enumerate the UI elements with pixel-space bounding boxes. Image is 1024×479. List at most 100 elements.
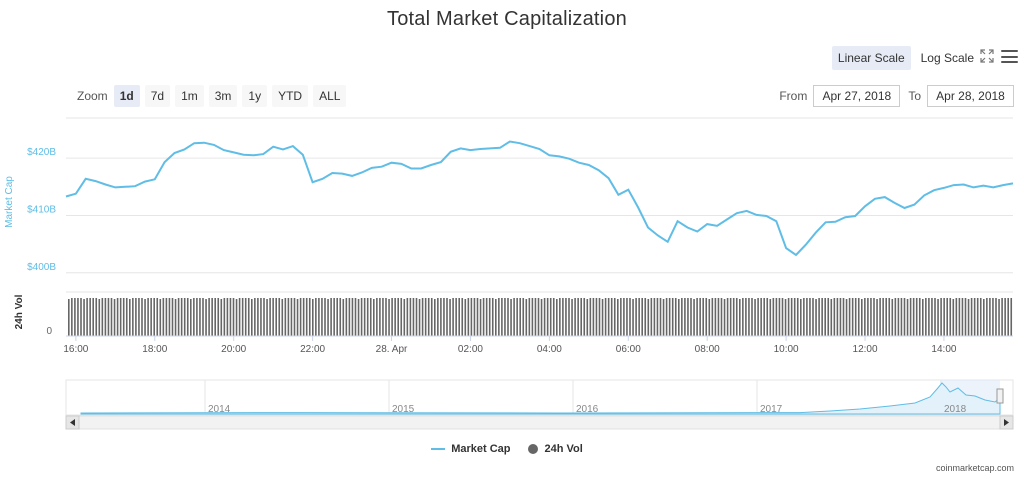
volume-bar	[818, 298, 820, 336]
legend-item-market-cap[interactable]: Market Cap	[431, 443, 510, 455]
navigator-scrollbar[interactable]	[65, 415, 1014, 430]
volume-bar	[613, 298, 616, 336]
x-tick-label: 22:00	[300, 344, 325, 355]
volume-bar	[803, 298, 805, 336]
volume-bar	[354, 298, 357, 336]
expand-icon[interactable]	[980, 49, 994, 63]
volume-bar	[351, 298, 354, 336]
volume-bar	[766, 298, 769, 336]
volume-bar	[720, 298, 723, 336]
y-axis-ticks: $420B $410B $400B	[27, 147, 56, 273]
volume-bar	[534, 298, 537, 336]
navigator-handle[interactable]	[996, 388, 1004, 404]
volume-bar	[397, 298, 399, 336]
volume-bar	[915, 298, 918, 336]
volume-bar	[110, 298, 113, 336]
volume-bar	[491, 298, 494, 336]
source-credit[interactable]: coinmarketcap.com	[935, 463, 1014, 473]
zoom-button-3m[interactable]: 3m	[208, 85, 238, 107]
volume-bar	[202, 298, 204, 336]
volume-bar	[665, 298, 668, 336]
volume-bar	[296, 299, 299, 336]
volume-bar	[565, 298, 567, 336]
log-scale-button[interactable]: Log Scale	[920, 51, 974, 65]
volume-bar	[421, 298, 424, 336]
volume-bar	[702, 298, 704, 336]
volume-bar	[778, 298, 781, 336]
volume-bar	[894, 298, 897, 336]
volume-bar	[973, 298, 976, 336]
scroll-right-icon	[1004, 419, 1009, 426]
volume-bar	[71, 298, 73, 336]
volume-bar	[604, 298, 607, 336]
volume-axis-label: 24h Vol	[14, 294, 25, 329]
zoom-button-1y[interactable]: 1y	[242, 85, 268, 107]
y-tick-label: $410B	[27, 204, 56, 215]
volume-bar	[199, 298, 201, 336]
x-tick-label: 20:00	[221, 344, 246, 355]
volume-bar	[580, 298, 582, 336]
volume-bar	[900, 298, 903, 336]
volume-bar	[205, 299, 207, 336]
volume-bar	[135, 298, 137, 336]
volume-bar	[229, 298, 232, 336]
volume-bar	[696, 298, 698, 336]
volume-bar	[299, 298, 302, 336]
volume-bar	[177, 298, 180, 336]
volume-bar	[83, 299, 85, 336]
legend-item-volume[interactable]: 24h Vol	[528, 443, 583, 455]
volume-bar	[461, 298, 464, 336]
volume-bar	[162, 298, 165, 336]
volume-bar	[443, 298, 445, 336]
x-tick-label: 10:00	[774, 344, 799, 355]
volume-bar	[983, 299, 985, 336]
from-date-input[interactable]	[813, 85, 901, 107]
volume-bar	[1007, 298, 1009, 336]
volume-bar	[498, 298, 500, 336]
volume-bar	[434, 299, 436, 336]
volume-bar	[806, 298, 808, 336]
x-tick-label: 06:00	[616, 344, 641, 355]
volume-bar	[376, 298, 378, 336]
volume-bar	[976, 298, 979, 336]
volume-bar	[684, 298, 686, 336]
zoom-button-all[interactable]: ALL	[313, 85, 347, 107]
volume-bar	[488, 298, 491, 336]
zoom-button-1d[interactable]: 1d	[113, 85, 140, 107]
volume-bar	[946, 298, 948, 336]
volume-bar	[870, 298, 872, 336]
volume-bar	[293, 298, 296, 336]
to-date-input[interactable]	[927, 85, 1014, 107]
legend-line-icon	[431, 448, 446, 450]
zoom-button-7d[interactable]: 7d	[144, 85, 171, 107]
volume-bar	[678, 299, 680, 336]
volume-bar	[760, 298, 762, 336]
zoom-button-ytd[interactable]: YTD	[272, 85, 309, 107]
volume-bar	[336, 298, 338, 336]
volume-bar	[92, 298, 94, 336]
volume-bar	[812, 298, 814, 336]
x-tick-label: 04:00	[537, 344, 562, 355]
volume-bar	[455, 298, 457, 336]
zoom-button-1m[interactable]: 1m	[175, 85, 204, 107]
linear-scale-button[interactable]: Linear Scale	[831, 46, 911, 70]
volume-bar	[928, 298, 930, 336]
volume-bar	[958, 298, 961, 336]
volume-bar	[531, 298, 534, 336]
volume-bar	[119, 298, 122, 336]
navigator-label: 2018	[944, 404, 967, 415]
volume-bar	[77, 298, 79, 336]
volume-bar	[470, 298, 473, 336]
volume-bar	[68, 299, 70, 336]
volume-bar	[949, 298, 952, 336]
from-label: From	[779, 89, 808, 103]
volume-bar	[363, 298, 366, 336]
volume-bar	[638, 298, 640, 336]
volume-bar	[610, 298, 613, 336]
hamburger-menu-icon[interactable]	[1001, 50, 1018, 63]
volume-bar	[568, 298, 570, 336]
volume-bar	[257, 298, 259, 336]
volume-bar	[232, 298, 235, 336]
navigator[interactable]: 2014 2015 2016 2017 2018	[65, 379, 1014, 430]
